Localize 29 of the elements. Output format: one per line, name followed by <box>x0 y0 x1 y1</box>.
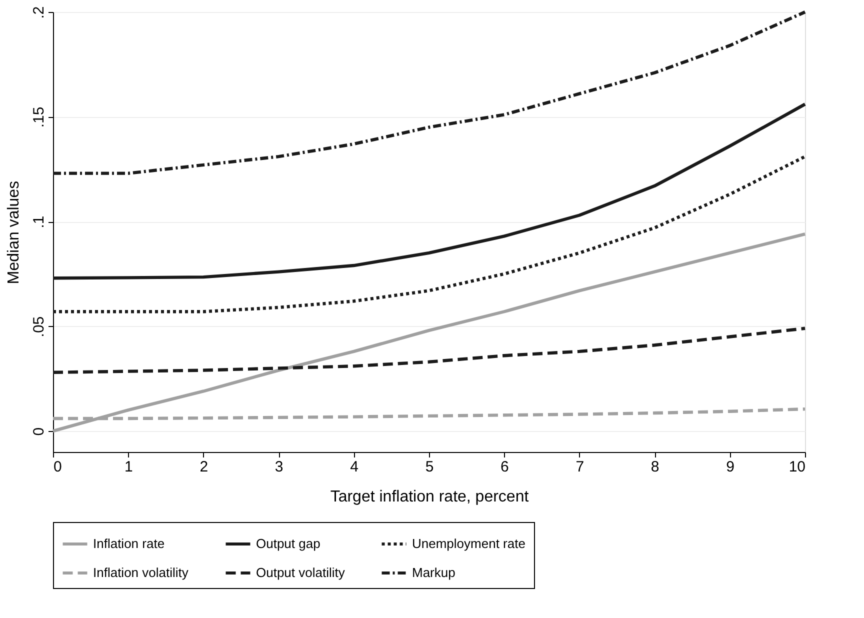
y-tick-label: 0 <box>30 427 48 436</box>
x-tick-label: 9 <box>726 458 734 476</box>
x-axis-title: Target inflation rate, percent <box>330 488 530 506</box>
line-series <box>51 102 807 280</box>
line-series <box>51 10 807 175</box>
y-tick-label: .1 <box>30 216 48 228</box>
legend-label: Unemployment rate <box>412 536 526 551</box>
legend-label: Output gap <box>256 536 320 551</box>
line-series <box>51 232 807 433</box>
legend-label: Inflation volatility <box>93 565 189 580</box>
x-tick-label: 0 <box>54 458 62 476</box>
y-tick-label: .15 <box>30 106 48 128</box>
x-tick-label: 1 <box>124 458 133 476</box>
legend-label: Inflation rate <box>93 536 165 551</box>
x-tick-label: 7 <box>576 458 584 476</box>
line-series <box>51 326 807 374</box>
line-series <box>51 154 807 314</box>
x-tick-label: 6 <box>500 458 509 476</box>
x-tick-label: 8 <box>650 458 660 476</box>
y-axis-title: Median values <box>6 180 22 284</box>
y-tick-label: .2 <box>30 6 48 19</box>
legend-label: Markup <box>412 565 456 580</box>
x-tick-label: 2 <box>200 458 208 476</box>
legend-label: Output volatility <box>256 565 346 580</box>
x-tick-label: 3 <box>274 458 284 476</box>
x-tick-label: 10 <box>788 458 806 476</box>
x-tick-label: 5 <box>425 458 434 476</box>
x-tick-label: 4 <box>350 458 358 476</box>
y-tick-label: .05 <box>30 316 48 338</box>
